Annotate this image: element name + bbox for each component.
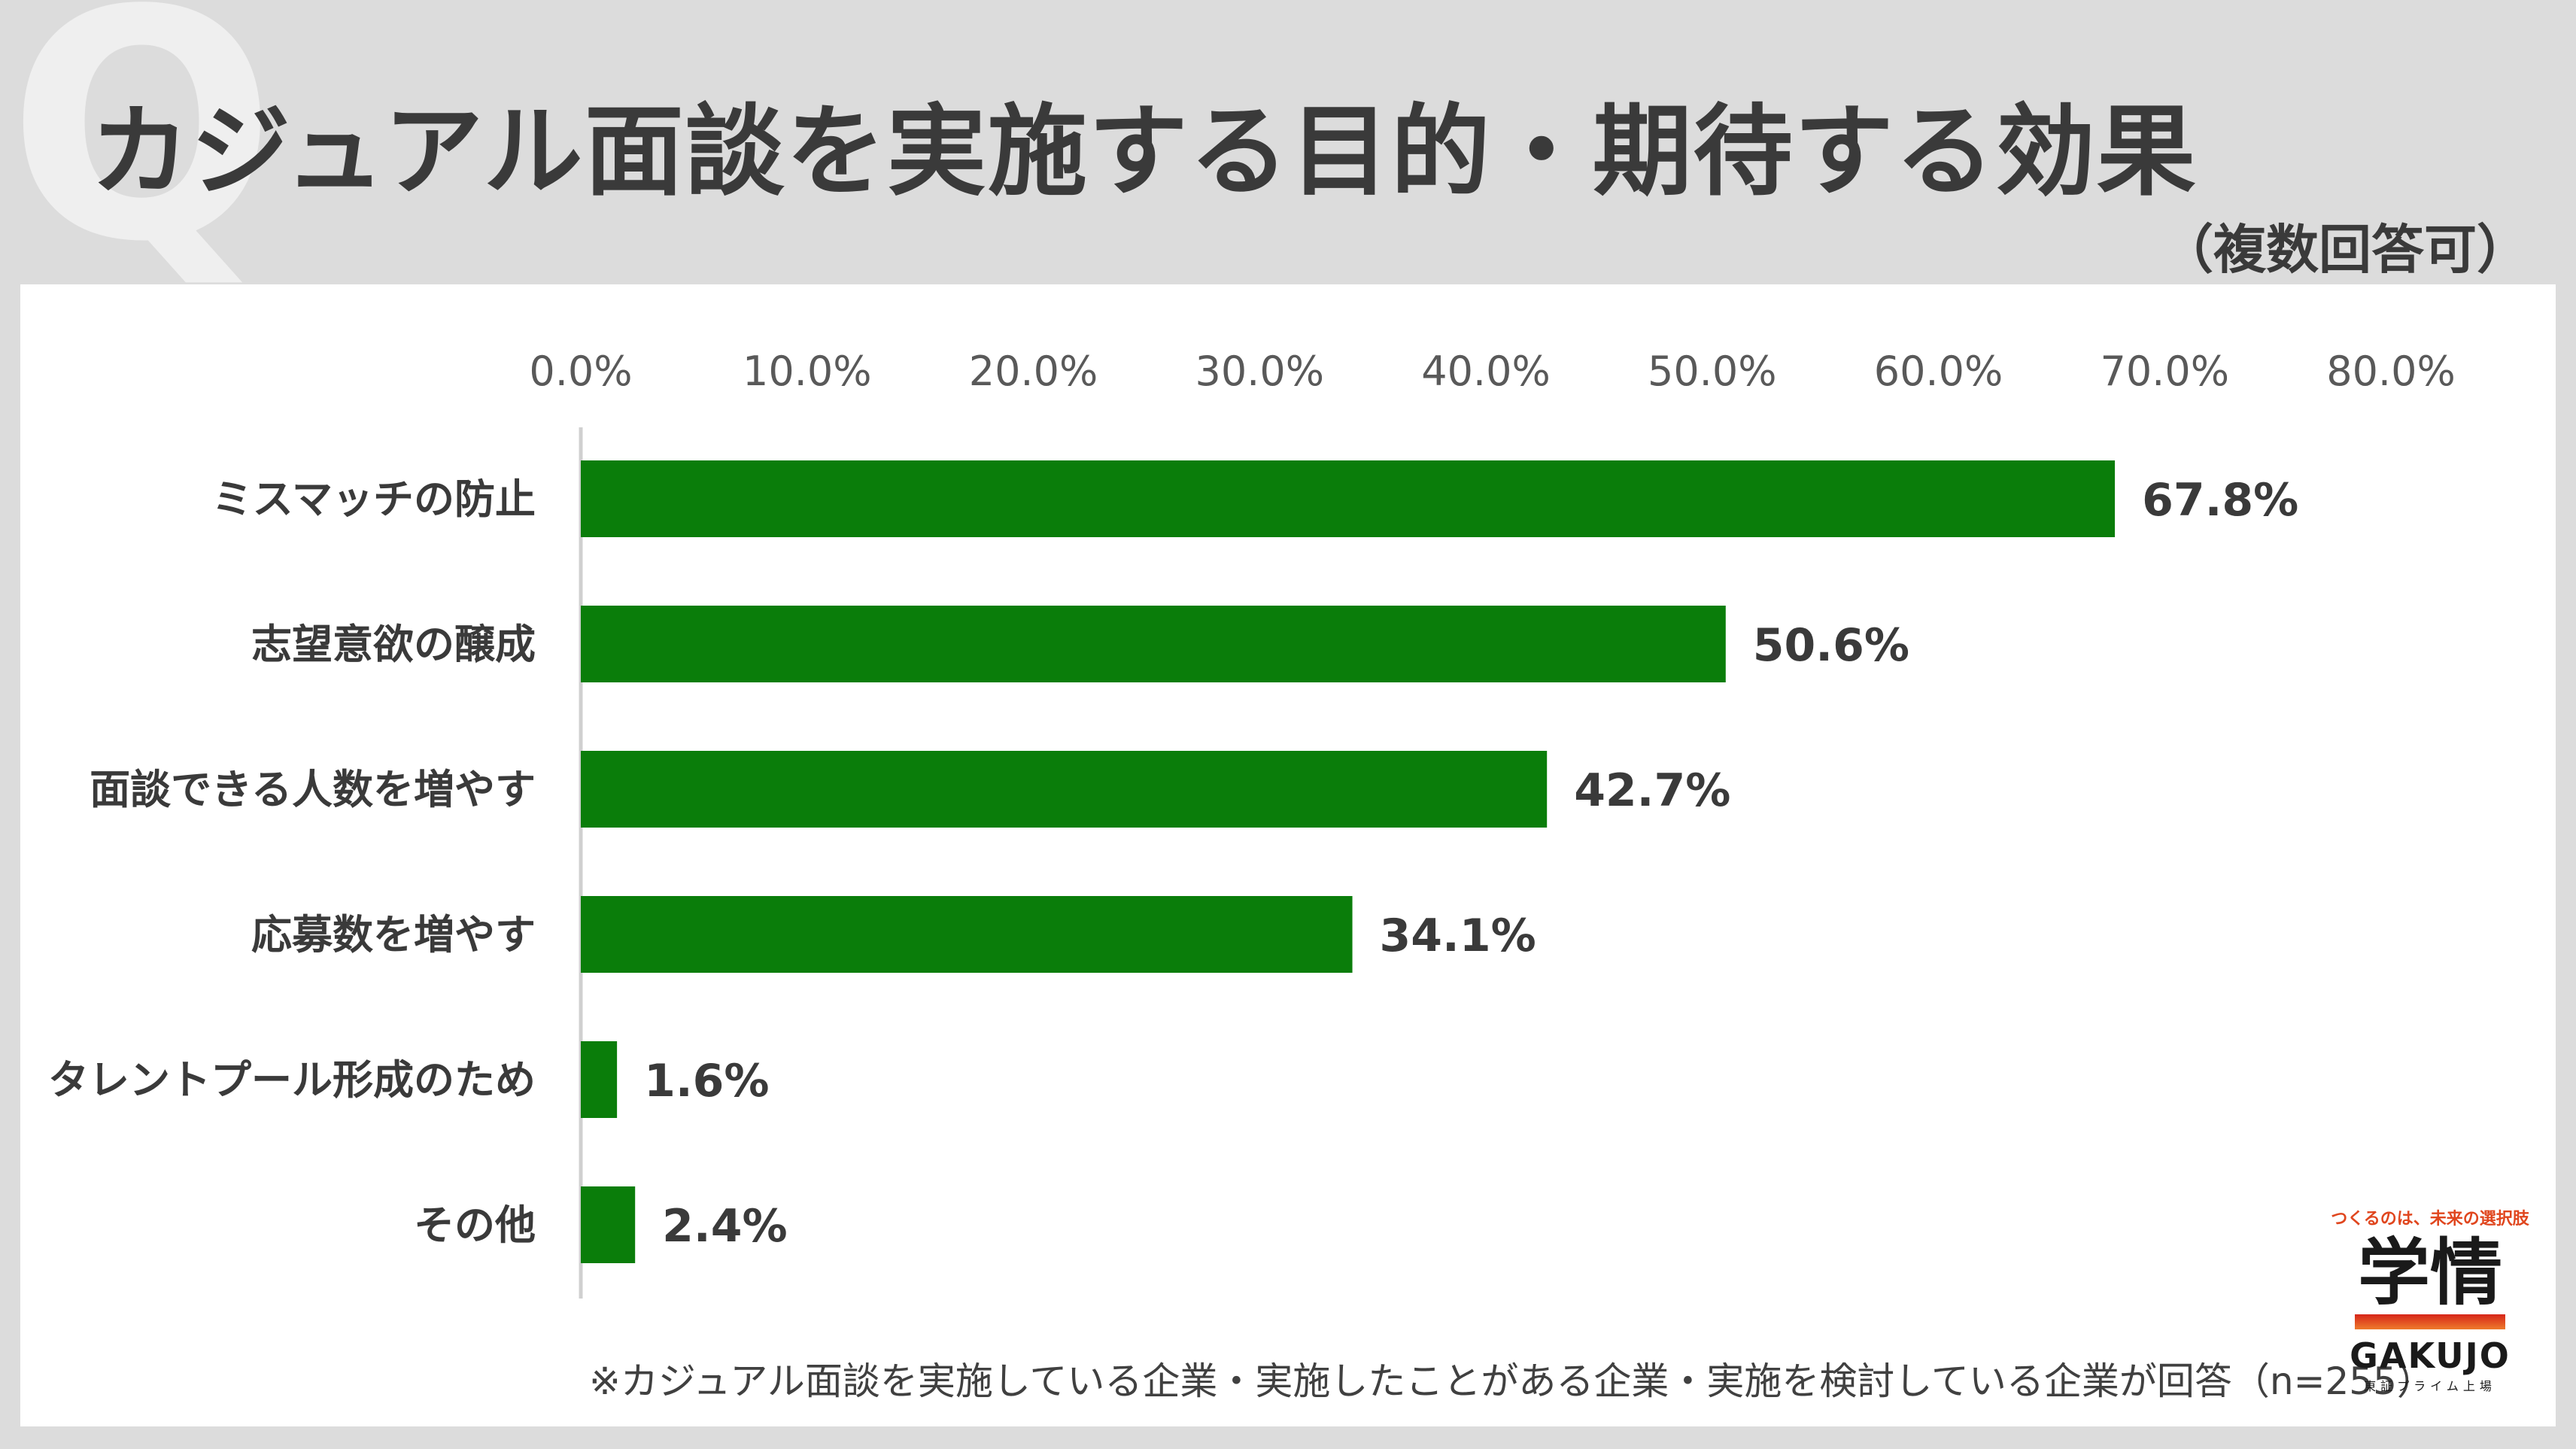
value-label: 34.1% [1380,910,1536,962]
category-label: ミスマッチの防止 [212,475,536,523]
x-tick-label: 30.0% [1195,348,1324,395]
logo-tagline: つくるのは、未来の選択肢 [2331,1210,2529,1229]
x-tick-label: 10.0% [743,348,872,395]
page-title: カジュアル面談を実施する目的・期待する効果 [90,94,2198,210]
value-label: 50.6% [1753,619,1909,672]
bar [581,751,1548,828]
bar [581,606,1726,682]
bar [581,896,1353,973]
x-tick-label: 60.0% [1874,348,2003,395]
value-label: 2.4% [662,1200,787,1253]
logo-name: GAKUJO [2350,1335,2511,1376]
bar [581,1186,636,1263]
logo-bar [2355,1314,2505,1329]
value-label: 42.7% [1574,764,1730,817]
x-tick-label: 70.0% [2100,348,2229,395]
x-tick-label: 50.0% [1648,348,1777,395]
category-label: タレントプール形成のため [48,1056,536,1104]
x-tick-label: 80.0% [2326,348,2456,395]
bar [581,1041,618,1118]
x-tick-label: 0.0% [529,348,632,395]
category-label: 面談できる人数を増やす [90,766,536,813]
category-label: その他 [414,1201,536,1249]
category-label: 志望意欲の醸成 [251,621,536,668]
logo-mark: 学情 [2358,1231,2502,1315]
logo-sub: 東証プライム上場 [2364,1378,2496,1393]
category-label: 応募数を増やす [251,911,536,958]
value-label: 67.8% [2142,474,2298,527]
x-tick-label: 40.0% [1421,348,1551,395]
footnote: ※カジュアル面談を実施している企業・実施したことがある企業・実施を検討している企… [589,1359,2435,1403]
bar [581,460,2116,537]
value-label: 1.6% [644,1055,769,1107]
x-tick-label: 20.0% [969,348,1098,395]
page-subtitle: （複数回答可） [2161,219,2529,281]
gakujo-logo: つくるのは、未来の選択肢 学情 GAKUJO 東証プライム上場 [2325,1205,2535,1394]
q-watermark: Q [8,0,277,311]
